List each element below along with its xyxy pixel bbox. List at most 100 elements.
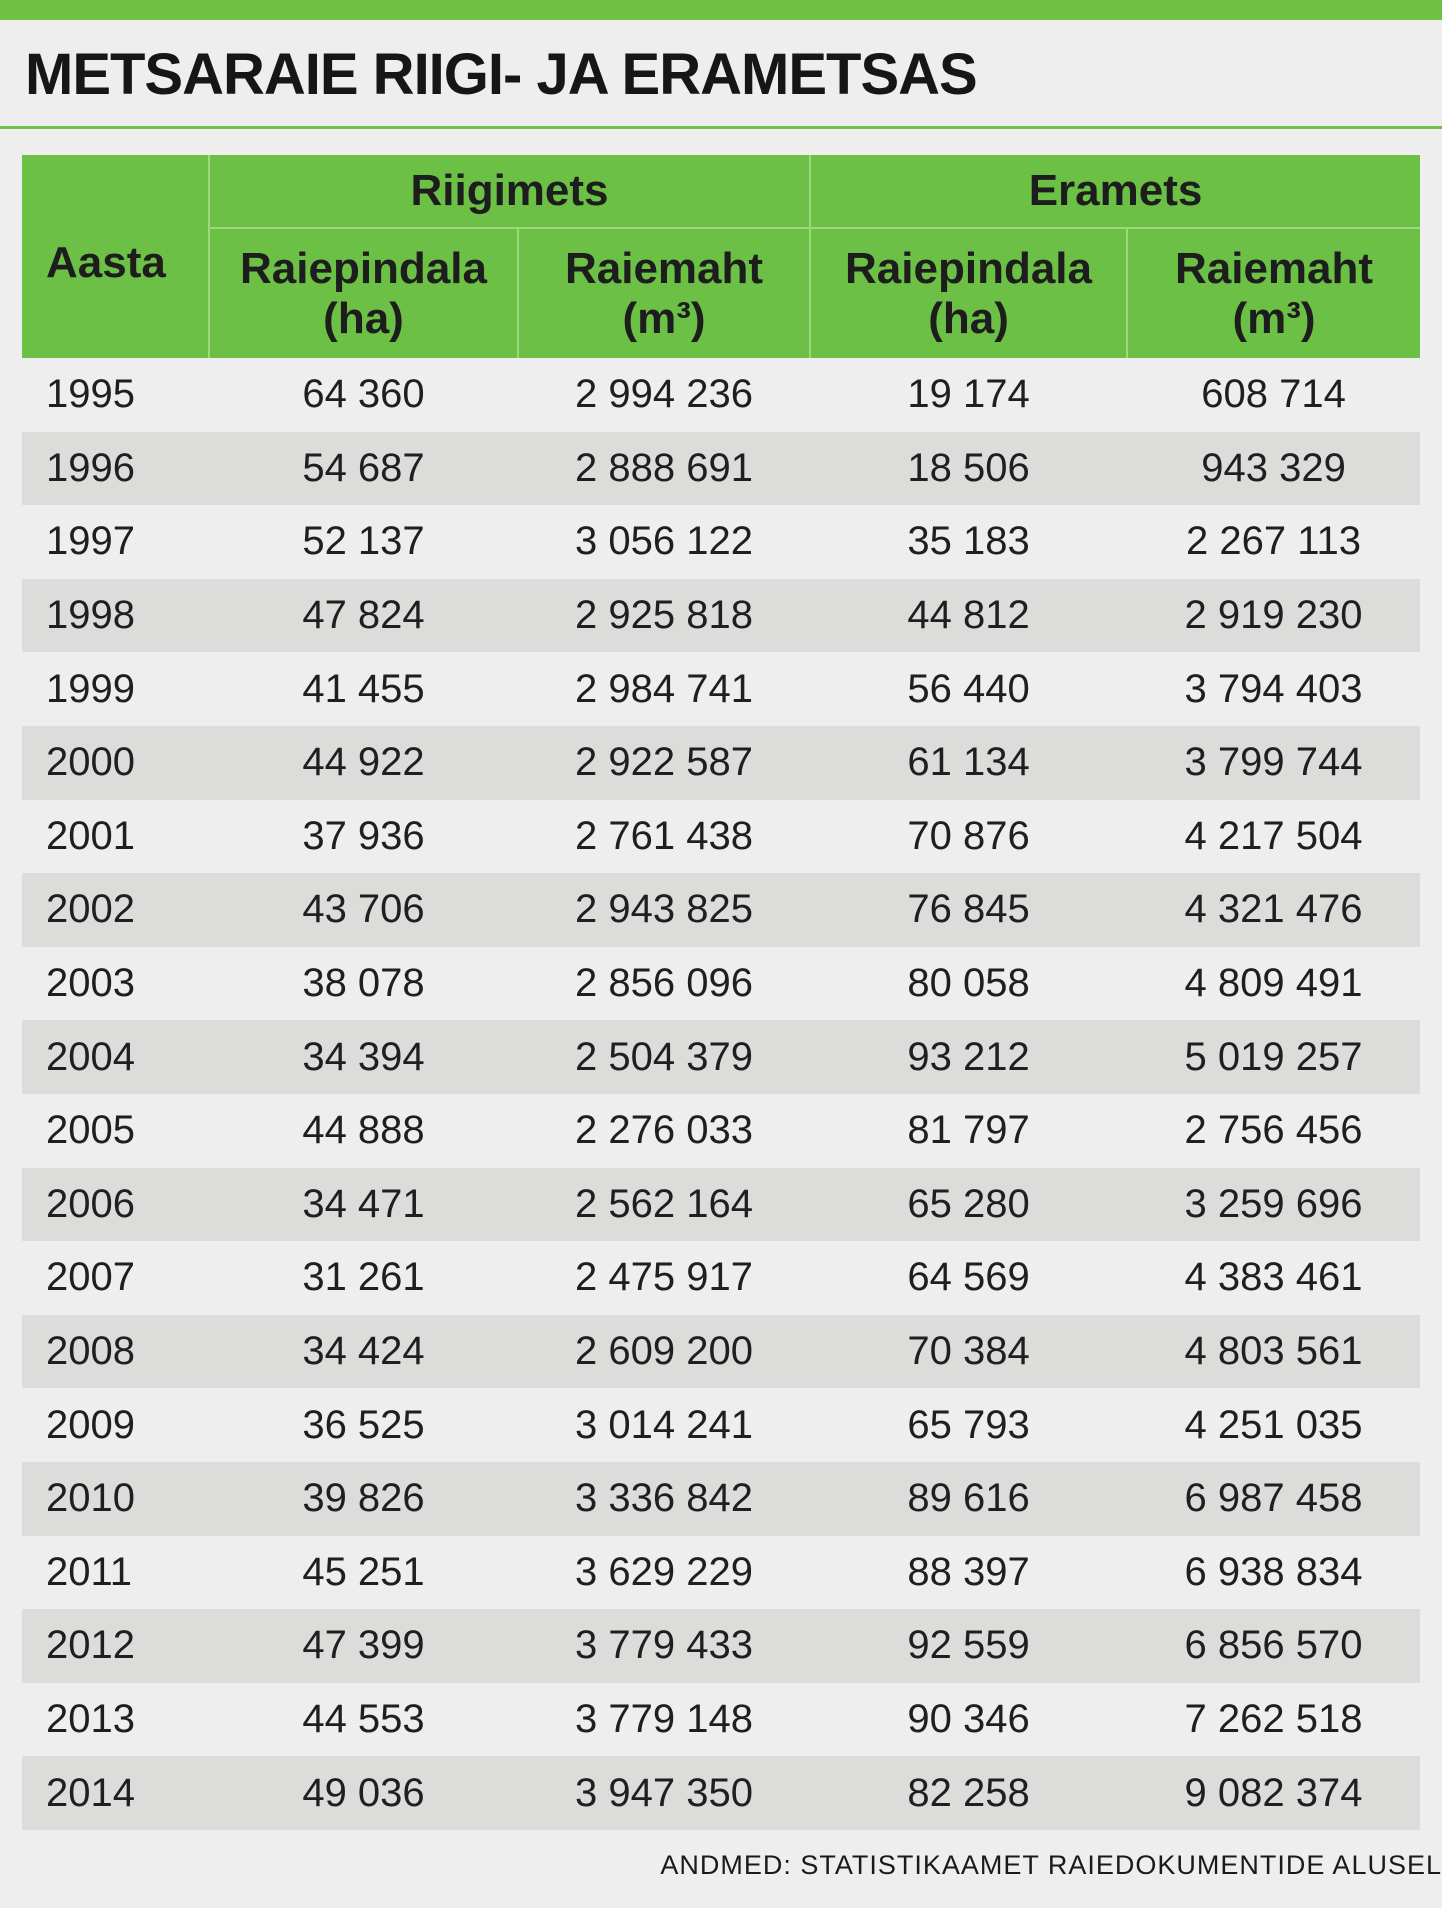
table-row: 2005 44 888 2 276 033 81 797 2 756 456 [22,1093,1421,1168]
year-cell: 2007 [22,1241,209,1315]
column-header-private-volume: Raiemaht (m³) [1126,228,1421,358]
state-area-cell: 34 394 [209,1020,518,1094]
state-area-cell: 34 424 [209,1314,518,1389]
private-area-cell: 93 212 [810,1020,1128,1094]
title-divider [0,126,1442,129]
private-area-cell: 65 793 [810,1388,1128,1462]
table-row: 1996 54 687 2 888 691 18 506 943 329 [22,431,1421,506]
private-area-cell: 88 397 [810,1535,1128,1610]
state-area-cell: 45 251 [209,1535,518,1610]
private-volume-cell: 4 383 461 [1127,1241,1421,1315]
state-volume-cell: 3 947 350 [518,1756,811,1830]
empty-header-cell [22,155,209,228]
year-cell: 2004 [22,1020,209,1094]
private-area-cell: 70 876 [810,799,1128,874]
table-body: 1995 64 360 2 994 236 19 174 608 714 1996 54 6… [22,358,1421,1830]
column-header-year: Aasta [22,228,209,358]
state-volume-cell: 3 056 122 [518,505,811,579]
logging-table: Riigimets Eramets Aasta Raiepindala (ha)… [22,155,1421,1830]
private-volume-cell: 6 987 458 [1127,1461,1421,1536]
state-volume-cell: 2 609 200 [518,1314,811,1389]
private-volume-cell: 3 259 696 [1127,1167,1421,1242]
year-cell: 1999 [22,652,209,726]
private-volume-cell: 2 919 230 [1127,578,1421,653]
state-volume-cell: 3 336 842 [518,1461,811,1536]
table-row: 2009 36 525 3 014 241 65 793 4 251 035 [22,1388,1421,1462]
private-volume-cell: 943 329 [1127,431,1421,506]
private-volume-cell: 5 019 257 [1127,1020,1421,1094]
private-area-cell: 81 797 [810,1093,1128,1168]
private-volume-cell: 6 856 570 [1127,1609,1421,1683]
year-cell: 2002 [22,873,209,947]
column-header-unit: (ha) [323,293,404,343]
state-area-cell: 38 078 [209,946,518,1021]
state-volume-cell: 2 504 379 [518,1020,811,1094]
state-volume-cell: 2 562 164 [518,1167,811,1242]
private-volume-cell: 608 714 [1127,358,1421,432]
private-area-cell: 89 616 [810,1461,1128,1536]
year-cell: 2013 [22,1682,209,1757]
private-volume-cell: 9 082 374 [1127,1756,1421,1830]
chart-title: METSARAIE RIIGI- JA ERAMETSAS [25,42,978,107]
year-cell: 1996 [22,431,209,506]
private-volume-cell: 4 803 561 [1127,1314,1421,1389]
group-header-state: Riigimets [207,155,811,229]
private-area-cell: 76 845 [810,873,1128,947]
year-cell: 2006 [22,1167,209,1242]
state-area-cell: 44 888 [209,1093,518,1168]
private-volume-cell: 3 799 744 [1127,725,1421,800]
year-cell: 2001 [22,799,209,874]
year-cell: 2009 [22,1388,209,1462]
state-volume-cell: 2 276 033 [518,1093,811,1168]
table-row: 2001 37 936 2 761 438 70 876 4 217 504 [22,799,1421,874]
table-row: 1997 52 137 3 056 122 35 183 2 267 113 [22,505,1421,579]
private-area-cell: 90 346 [810,1682,1128,1757]
private-area-cell: 35 183 [810,505,1128,579]
private-volume-cell: 4 809 491 [1127,946,1421,1021]
state-area-cell: 64 360 [209,358,518,432]
state-volume-cell: 2 475 917 [518,1241,811,1315]
state-area-cell: 49 036 [209,1756,518,1830]
private-area-cell: 19 174 [810,358,1128,432]
state-area-cell: 47 824 [209,578,518,653]
year-cell: 2014 [22,1756,209,1830]
table-row: 2003 38 078 2 856 096 80 058 4 809 491 [22,946,1421,1021]
state-area-cell: 31 261 [209,1241,518,1315]
year-cell: 2011 [22,1535,209,1610]
top-accent-bar [0,0,1442,20]
table-row: 2010 39 826 3 336 842 89 616 6 987 458 [22,1461,1421,1536]
table-row: 2007 31 261 2 475 917 64 569 4 383 461 [22,1241,1421,1315]
state-area-cell: 44 553 [209,1682,518,1757]
private-area-cell: 44 812 [810,578,1128,653]
state-volume-cell: 2 761 438 [518,799,811,874]
table-row: 1995 64 360 2 994 236 19 174 608 714 [22,358,1421,432]
private-area-cell: 56 440 [810,652,1128,726]
table-row: 2012 47 399 3 779 433 92 559 6 856 570 [22,1609,1421,1683]
column-header-state-area: Raiepindala (ha) [208,228,518,358]
state-volume-cell: 2 888 691 [518,431,811,506]
column-header-label: Raiepindala [240,243,487,293]
state-area-cell: 34 471 [209,1167,518,1242]
state-area-cell: 39 826 [209,1461,518,1536]
state-volume-cell: 2 856 096 [518,946,811,1021]
year-cell: 1995 [22,358,209,432]
private-volume-cell: 6 938 834 [1127,1535,1421,1610]
state-area-cell: 52 137 [209,505,518,579]
table-row: 2013 44 553 3 779 148 90 346 7 262 518 [22,1682,1421,1757]
private-area-cell: 65 280 [810,1167,1128,1242]
state-area-cell: 36 525 [209,1388,518,1462]
state-area-cell: 43 706 [209,873,518,947]
table-row: 2004 34 394 2 504 379 93 212 5 019 257 [22,1020,1421,1094]
column-header-label: Raiemaht [1174,243,1374,293]
column-header-row: Aasta Raiepindala (ha) Raiemaht (m³) Rai… [22,228,1421,358]
state-volume-cell: 2 994 236 [518,358,811,432]
column-header-unit: (m³) [1232,293,1316,343]
group-header-private: Eramets [809,155,1421,229]
state-volume-cell: 2 984 741 [518,652,811,726]
year-cell: 1997 [22,505,209,579]
year-cell: 2010 [22,1461,209,1536]
table-row: 2002 43 706 2 943 825 76 845 4 321 476 [22,873,1421,947]
private-volume-cell: 3 794 403 [1127,652,1421,726]
group-header-row: Riigimets Eramets [22,155,1421,229]
table-row: 1999 41 455 2 984 741 56 440 3 794 403 [22,652,1421,726]
